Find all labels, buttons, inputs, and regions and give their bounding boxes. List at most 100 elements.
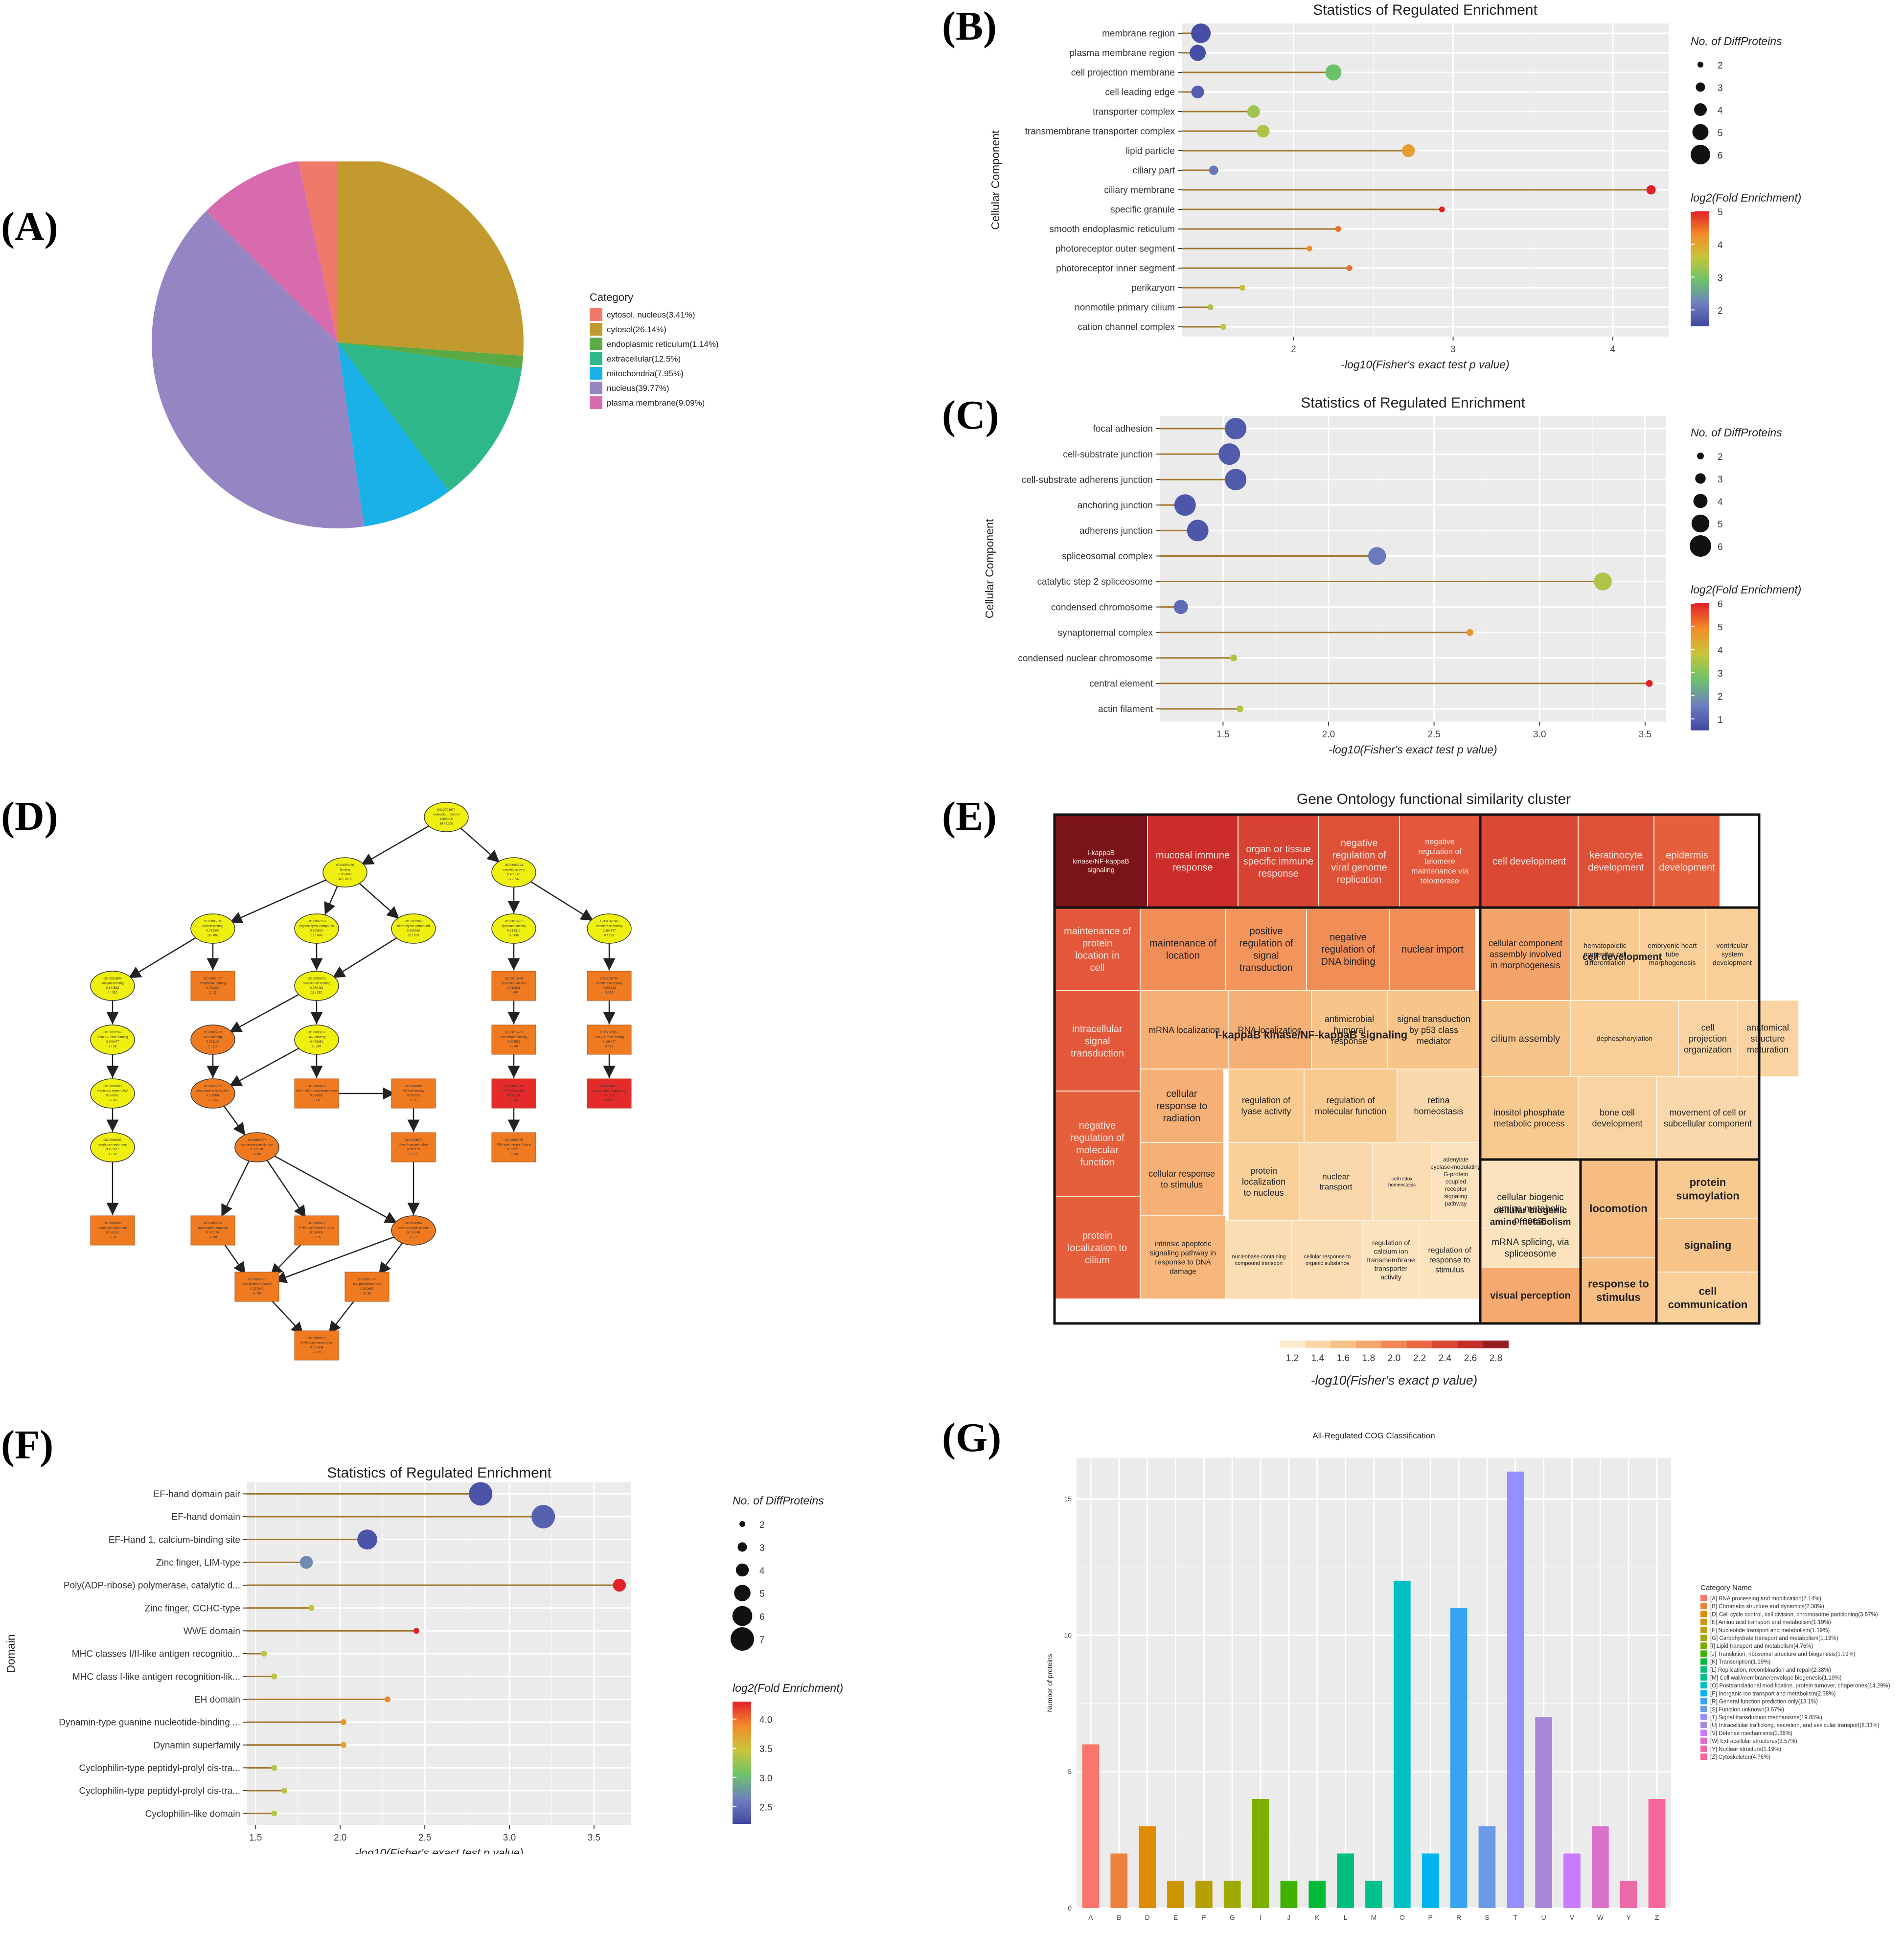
legend-swatch bbox=[1331, 1341, 1356, 1348]
treemap-cell bbox=[1299, 1142, 1373, 1221]
treemap-cell-label: movement of cell or bbox=[1669, 1108, 1746, 1117]
go-term-label: 3 / 18 bbox=[410, 1153, 418, 1156]
bar bbox=[1507, 1471, 1524, 1908]
size-legend-label: 4 bbox=[1718, 497, 1723, 507]
go-term-node bbox=[491, 1024, 536, 1055]
go-term-label: 0.405140 bbox=[507, 873, 520, 876]
legend-swatch bbox=[590, 396, 602, 409]
x-tick-label: U bbox=[1541, 1913, 1546, 1921]
y-tick-label: specific granule bbox=[1110, 205, 1175, 215]
y-tick-label: ciliary part bbox=[1132, 166, 1175, 176]
legend-label: [M] Cell wall/membrane/envelope biogenes… bbox=[1710, 1675, 1842, 1681]
y-tick-label: EH domain bbox=[194, 1695, 240, 1705]
bar bbox=[1450, 1608, 1468, 1908]
go-term-label: RNA polymerase II co bbox=[352, 1283, 383, 1286]
legend-label: [J] Translation, ribosomal structure and… bbox=[1710, 1651, 1856, 1657]
data-point bbox=[1325, 64, 1342, 81]
x-tick-label: T bbox=[1514, 1913, 1518, 1921]
color-legend-label: 6 bbox=[1718, 599, 1723, 610]
go-term-label: 0.000061 bbox=[310, 1094, 323, 1097]
go-term-node bbox=[587, 971, 632, 1001]
treemap-cell-label: retina bbox=[1427, 1095, 1450, 1105]
legend-swatch bbox=[1432, 1341, 1458, 1348]
legend-label: [R] General function prediction only(13.… bbox=[1710, 1699, 1818, 1705]
treemap-cell-label: keratinocyte bbox=[1590, 850, 1643, 861]
legend-swatch bbox=[1700, 1729, 1707, 1736]
treemap-cell-label: I-kappaB bbox=[1087, 848, 1115, 856]
treemap-cell-label: molecular function bbox=[1315, 1107, 1386, 1116]
legend-label: nucleus(39.77%) bbox=[607, 384, 669, 393]
treemap-cell-label: compound transport bbox=[1235, 1261, 1283, 1267]
treemap-cell-label: transport bbox=[1319, 1183, 1352, 1192]
treemap-cell-label: amine metabolic bbox=[1496, 1204, 1564, 1214]
data-point bbox=[1594, 572, 1612, 591]
legend-label: [Y] Nuclear structure(1.19%) bbox=[1710, 1747, 1781, 1752]
treemap-cell-label: transporter bbox=[1375, 1264, 1408, 1272]
data-point bbox=[1439, 206, 1445, 212]
treemap-cell-label: viral genome bbox=[1331, 863, 1387, 873]
go-term-label: 0.150991 bbox=[206, 1094, 219, 1097]
panel-label-b: (B) bbox=[942, 3, 997, 49]
color-legend-label: 5 bbox=[1718, 622, 1723, 633]
bar bbox=[1167, 1881, 1184, 1908]
bar bbox=[1365, 1881, 1382, 1908]
bar bbox=[1535, 1717, 1552, 1908]
treemap-cell-label: location in bbox=[1075, 951, 1119, 961]
graph-edge bbox=[274, 1234, 399, 1283]
size-legend-dot bbox=[1698, 62, 1703, 68]
y-tick-label: adherens junction bbox=[1079, 526, 1153, 536]
legend-label: [S] Function unknown(3.57%) bbox=[1710, 1707, 1784, 1713]
go-term-label: transcription regulatory bbox=[593, 1090, 626, 1093]
legend-swatch bbox=[1700, 1714, 1707, 1720]
y-tick-label: transporter complex bbox=[1093, 107, 1175, 117]
y-tick-label: EF-Hand 1, calcium-binding site bbox=[109, 1535, 240, 1545]
go-term-label: Ras GTPase binding bbox=[595, 1036, 624, 1039]
treemap-cell-label: antimicrobial bbox=[1325, 1014, 1374, 1024]
size-legend-label: 4 bbox=[759, 1566, 765, 1576]
treemap-cell bbox=[1140, 907, 1226, 991]
treemap-group-border bbox=[1655, 1158, 1761, 1325]
treemap-cell-label: maturation bbox=[1747, 1045, 1789, 1054]
go-term-label: 3 / 5 bbox=[411, 1099, 417, 1102]
treemap-cell-label: regulation of bbox=[1428, 1247, 1471, 1255]
go-term-label: RNA binding bbox=[204, 1036, 222, 1039]
go-term-label: GO:0001883 bbox=[103, 1085, 122, 1088]
y-tick-label: transmembrane transporter complex bbox=[1025, 127, 1175, 137]
legend-swatch bbox=[1700, 1698, 1707, 1705]
go-term-label: 8 / 285 bbox=[604, 934, 614, 937]
go-term-label: GO:1990837 bbox=[248, 1138, 266, 1142]
color-legend-label: 3.5 bbox=[759, 1744, 772, 1754]
treemap-cell-label: structure bbox=[1750, 1034, 1785, 1044]
y-tick-label: MHC classes I/II-like antigen recognitio… bbox=[72, 1649, 240, 1660]
x-tick-label: I bbox=[1260, 1913, 1262, 1921]
size-legend-dot bbox=[1693, 494, 1708, 508]
size-legend-label: 6 bbox=[1718, 151, 1723, 161]
bar bbox=[1280, 1881, 1298, 1908]
treemap-cell bbox=[1140, 1142, 1224, 1216]
go-term-label: GO:0016787 bbox=[505, 920, 523, 923]
go-term-label: GO:0051087 bbox=[204, 977, 222, 980]
bar bbox=[1592, 1826, 1609, 1908]
treemap-cell-label: localization to bbox=[1068, 1243, 1127, 1253]
legend-tick-label: 2.8 bbox=[1490, 1353, 1502, 1364]
go-term-label: phosphoprotein phos bbox=[399, 1143, 429, 1147]
go-term-label: GO:0003824 bbox=[505, 864, 523, 867]
size-legend-title: No. of DiffProteins bbox=[1691, 426, 1782, 439]
y-tick-label: cation channel complex bbox=[1078, 322, 1175, 333]
treemap-cell-label: cell redox bbox=[1392, 1176, 1413, 1182]
bar bbox=[1563, 1853, 1581, 1908]
data-point bbox=[1187, 520, 1209, 542]
x-axis-label: -log10(Fisher's exact test p value) bbox=[1329, 743, 1497, 756]
go-term-label: 3 / 18 bbox=[363, 1292, 371, 1296]
x-tick-label: Y bbox=[1627, 1913, 1631, 1921]
go-term-label: GO:0005515 bbox=[204, 920, 222, 923]
go-term-label: 3 / 101 bbox=[509, 1099, 519, 1102]
legend-swatch bbox=[1700, 1635, 1707, 1641]
x-tick-label: P bbox=[1428, 1913, 1433, 1921]
go-term-label: core promoter proxim bbox=[242, 1283, 272, 1286]
x-tick-label: 3.5 bbox=[588, 1833, 600, 1843]
go-term-node bbox=[294, 1215, 339, 1246]
legend-tick-label: 2.4 bbox=[1439, 1353, 1452, 1364]
go-term-label: hydrolase activity bbox=[502, 982, 527, 985]
go-term-label: nucleic acid binding bbox=[303, 982, 331, 985]
